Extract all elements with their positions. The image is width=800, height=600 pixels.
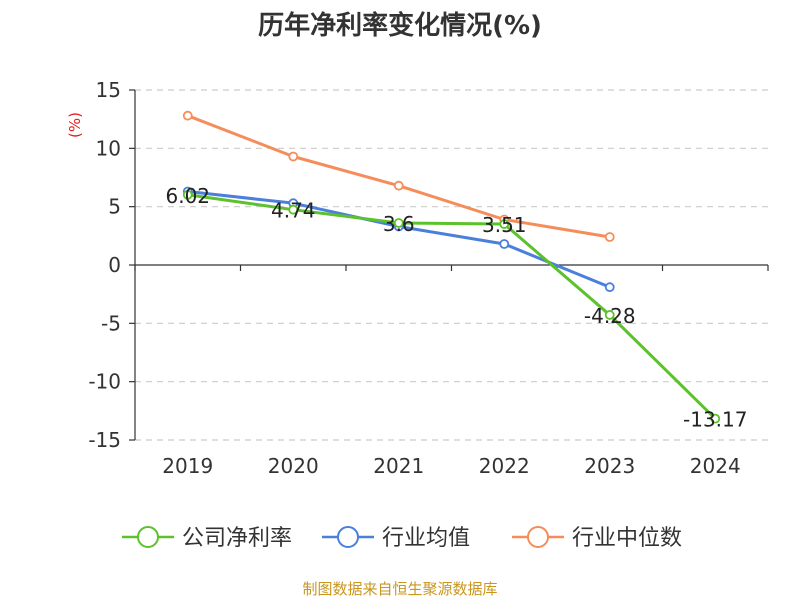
data-label: 6.02 xyxy=(165,184,210,208)
x-tick-label: 2021 xyxy=(373,454,424,478)
data-source-note: 制图数据来自恒生聚源数据库 xyxy=(302,580,497,598)
data-label: 4.74 xyxy=(271,199,316,223)
series-line xyxy=(187,193,717,420)
y-tick-label: 15 xyxy=(96,78,121,102)
y-axis-label: (%) xyxy=(66,112,84,138)
series-lines xyxy=(182,110,721,424)
data-point xyxy=(182,110,193,121)
legend-marker-icon xyxy=(337,526,359,548)
x-tick-label: 2020 xyxy=(268,454,319,478)
data-label: -4.28 xyxy=(584,304,636,328)
series-line xyxy=(187,190,611,289)
y-tick-label: 5 xyxy=(108,195,121,219)
data-point xyxy=(288,151,299,162)
data-point xyxy=(499,219,510,229)
legend-item[interactable]: 公司净利率 xyxy=(122,526,292,551)
data-label: -13.17 xyxy=(683,408,747,432)
data-labels: 6.02 4.74 3.6 3.51 -4.28 -13.17 xyxy=(165,184,747,432)
legend-label: 公司净利率 xyxy=(182,526,292,551)
data-point xyxy=(288,204,299,215)
data-label: 3.6 xyxy=(383,212,415,236)
legend-item[interactable]: 行业均值 xyxy=(322,526,470,551)
data-point xyxy=(710,413,721,424)
legend-marker-icon xyxy=(137,526,159,548)
legend-label: 行业中位数 xyxy=(572,526,682,551)
y-tick-label: 10 xyxy=(96,136,121,160)
data-point xyxy=(393,218,404,228)
chart-title: 历年净利率变化情况(%) xyxy=(258,10,542,41)
y-tick-label: -15 xyxy=(88,428,121,452)
x-tick-label: 2023 xyxy=(584,454,635,478)
legend[interactable]: 公司净利率 行业均值 行业中位数 xyxy=(122,526,682,551)
data-point xyxy=(604,310,615,320)
y-tick-label: -5 xyxy=(101,311,121,335)
legend-item[interactable]: 行业中位数 xyxy=(512,526,682,551)
x-tick-label: 2024 xyxy=(690,454,741,478)
data-label: 3.51 xyxy=(482,213,527,237)
y-tick-label: 0 xyxy=(108,253,121,277)
data-point xyxy=(604,232,615,242)
data-point xyxy=(499,239,510,249)
series-company-net-margin xyxy=(182,189,721,424)
legend-label: 行业均值 xyxy=(382,526,470,551)
x-tick-labels: 2019 2020 2021 2022 2023 2024 xyxy=(162,454,740,478)
data-point xyxy=(393,180,404,191)
x-tick-label: 2019 xyxy=(162,454,213,478)
y-tick-label: -10 xyxy=(88,370,121,394)
axes xyxy=(129,89,769,441)
data-point xyxy=(604,282,615,293)
legend-marker-icon xyxy=(527,526,549,548)
x-tick-label: 2022 xyxy=(479,454,530,478)
y-tick-labels: 15 10 5 0 -5 -10 -15 xyxy=(88,78,121,452)
data-point xyxy=(182,189,193,200)
